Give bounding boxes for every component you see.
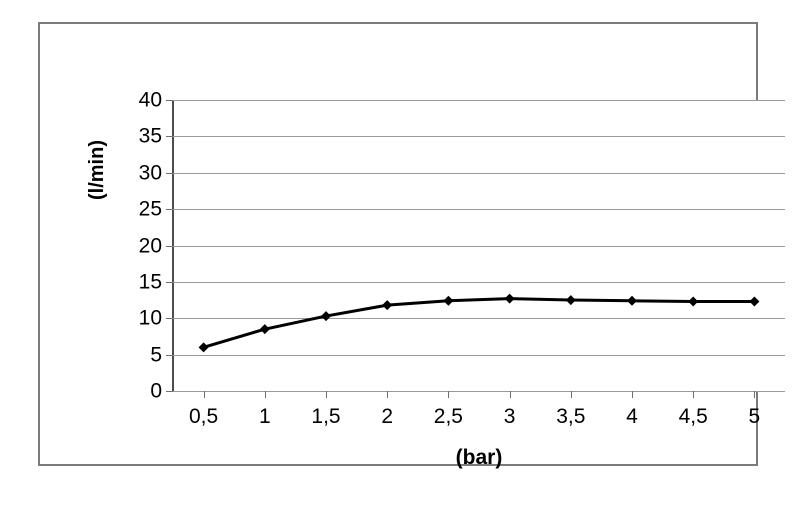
gridline — [173, 136, 785, 138]
y-tick-mark — [166, 209, 173, 211]
gridline — [173, 245, 785, 247]
data-point-marker — [565, 295, 576, 306]
y-tick-label: 0 — [150, 379, 162, 403]
x-axis-title: (bar) — [455, 446, 503, 469]
x-tick-label: 3 — [503, 405, 516, 428]
x-tick-label: 4,5 — [678, 405, 708, 428]
gridline — [173, 209, 785, 211]
gridline — [173, 391, 785, 392]
y-tick-mark — [166, 318, 173, 320]
x-tick-mark — [632, 391, 633, 398]
y-tick-label: 35 — [138, 124, 162, 148]
y-tick-mark — [166, 100, 173, 101]
data-point-marker — [688, 296, 699, 307]
x-tick-label: 1 — [258, 405, 271, 428]
x-tick-label: 1,5 — [311, 405, 341, 428]
x-tick-mark — [387, 391, 389, 398]
data-series-line — [198, 293, 760, 353]
data-point-marker — [198, 342, 209, 353]
y-tick-label: 15 — [138, 270, 162, 294]
data-point-marker — [504, 293, 515, 304]
data-point-marker — [749, 296, 760, 307]
y-axis-title: (l/min) — [86, 140, 108, 200]
data-point-marker — [627, 295, 637, 306]
data-point-marker — [259, 324, 270, 335]
x-tick-label: 2 — [381, 405, 394, 428]
series-polyline — [202, 297, 756, 349]
gridline — [173, 100, 785, 101]
y-tick-mark — [166, 354, 173, 356]
x-tick-mark — [448, 391, 450, 398]
data-point-marker — [382, 300, 393, 311]
x-tick-mark — [570, 391, 572, 398]
x-tick-mark — [754, 391, 756, 398]
y-tick-mark — [166, 172, 173, 174]
y-tick-mark — [166, 136, 173, 138]
chart-figure-frame: (l/min) 0 5 10 15 20 25 30 35 40 0,5 1 1,5 2 2,5 3 3,5… — [38, 22, 785, 468]
y-tick-mark — [166, 281, 173, 283]
y-tick-label: 30 — [138, 161, 162, 185]
x-tick-label: 4 — [626, 405, 638, 428]
x-tick-label: 3,5 — [556, 405, 586, 428]
y-tick-mark — [166, 245, 173, 247]
x-tick-mark — [693, 391, 695, 398]
x-tick-label: 2,5 — [433, 405, 463, 428]
x-tick-mark — [326, 391, 327, 398]
data-point-marker — [443, 295, 454, 306]
y-tick-label: 40 — [138, 88, 162, 112]
x-tick-mark — [264, 391, 266, 398]
gridline — [173, 318, 785, 320]
gridline — [173, 354, 785, 356]
x-tick-label: 5 — [748, 405, 761, 428]
gridline — [173, 281, 785, 283]
x-tick-label: 0,5 — [188, 405, 219, 428]
y-tick-label: 20 — [138, 234, 162, 257]
y-tick-mark — [166, 391, 173, 392]
x-tick-mark — [203, 391, 205, 398]
x-tick-mark — [509, 391, 511, 398]
y-tick-label: 25 — [138, 197, 162, 221]
y-tick-label: 10 — [138, 306, 162, 330]
series-markers — [198, 293, 760, 353]
gridline — [173, 172, 785, 174]
y-tick-label: 5 — [150, 343, 162, 367]
data-point-marker — [321, 311, 331, 322]
plot-area-wrapper: 0 5 10 15 20 25 30 35 40 0,5 1 1,5 2 2,5 3 3,5 4 4,5 5 — [139, 90, 785, 427]
